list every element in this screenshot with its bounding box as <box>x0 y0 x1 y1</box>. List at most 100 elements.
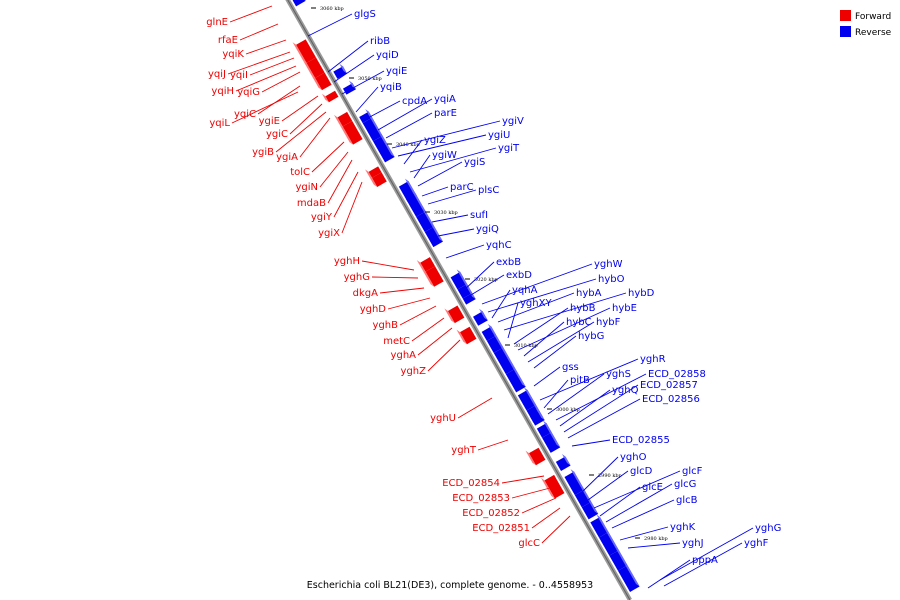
reverse-gene-block <box>529 408 545 426</box>
gene-label-yqia: yqiA <box>434 94 456 105</box>
legend-reverse-label: Reverse <box>855 28 892 38</box>
reverse-gene-block <box>581 499 599 520</box>
gene-label-ecd-02857: ECD_02857 <box>640 380 698 391</box>
gene-label-hybf: hybF <box>596 317 621 328</box>
reverse-gene-block <box>450 269 468 290</box>
gene-label-plsc: plsC <box>478 185 499 196</box>
leader-line-yqig <box>261 71 301 93</box>
gene-label-rfae: rfaE <box>218 35 238 46</box>
leader-line-ecd-02856 <box>567 398 641 439</box>
gene-label-ygit: ygiT <box>498 143 520 154</box>
forward-gene-block <box>311 72 332 91</box>
gene-label-parc: parC <box>450 182 474 193</box>
reverse-gene-block <box>590 514 609 538</box>
reverse-gene-block <box>473 308 488 326</box>
gene-label-glcg: glcG <box>674 479 696 490</box>
forward-gene-block <box>421 266 444 287</box>
gene-label-ygho: yghO <box>620 452 647 463</box>
reverse-gene-block <box>598 529 619 556</box>
gene-label-yghq: yghQ <box>612 385 639 396</box>
forward-gene-block <box>334 111 353 127</box>
genome-axis <box>285 0 632 600</box>
gene-label-pitb: pitB <box>570 375 590 386</box>
legend-reverse-swatch <box>840 26 851 37</box>
gene-label-ecd-02855: ECD_02855 <box>612 435 670 446</box>
forward-gene-block <box>368 172 387 187</box>
leader-line-ribb <box>327 40 369 73</box>
gene-label-gss: gss <box>562 362 579 373</box>
gene-label-ygiy: ygiY <box>311 212 333 223</box>
forward-gene-block <box>416 257 436 272</box>
gene-label-ecd-02858: ECD_02858 <box>648 369 706 380</box>
gene-label-exbb: exbB <box>496 257 521 268</box>
leader-line-yghb <box>399 305 437 326</box>
leader-line-hybo <box>487 278 597 313</box>
reverse-gene-block <box>486 332 504 353</box>
leader-line-ygin <box>319 151 349 188</box>
leader-line-ygit <box>409 147 497 173</box>
forward-gene-block <box>339 121 363 145</box>
gene-label-exbd: exbD <box>506 270 532 281</box>
gene-label-metc: metC <box>383 336 410 347</box>
gene-label-ygic: ygiC <box>266 129 288 140</box>
leader-line-yqic <box>257 85 301 115</box>
leader-line-yghs <box>547 373 605 415</box>
leader-line-ecd-02855 <box>571 439 611 447</box>
gene-label-yqic: yqiC <box>234 109 256 120</box>
leader-line-yqhc <box>445 244 485 259</box>
gene-label-yghb: yghB <box>373 320 399 331</box>
leader-line-glce <box>599 486 641 517</box>
leader-line-yqib <box>355 86 379 113</box>
gene-label-ecd-02851: ECD_02851 <box>472 523 530 534</box>
forward-gene-block <box>365 166 382 178</box>
gene-label-hybb: hybB <box>570 303 596 314</box>
leader-line-pppa <box>647 559 691 589</box>
leader-line-yqij <box>227 51 291 75</box>
gene-label-yghg: yghG <box>755 523 781 534</box>
gene-label-ribb: ribB <box>370 36 390 47</box>
gene-label-glcc: glcC <box>518 538 540 549</box>
gene-labels-layer: glnE rfaE yqiK yqiJ yqiI yqiH yqiG yqiC yqiL ygiE… <box>206 9 781 566</box>
leader-line-glcg <box>605 483 673 523</box>
leader-line-ecd-02851 <box>531 507 561 529</box>
reverse-gene-block <box>617 562 640 592</box>
leader-line-exbb <box>461 261 495 293</box>
leader-line-ygiw <box>413 154 431 179</box>
gene-label-yghd: yghD <box>360 304 387 315</box>
leader-line-ecd-02853 <box>511 487 551 499</box>
leader-line-yghh <box>361 260 415 271</box>
gene-label-pare: parE <box>434 108 457 119</box>
gene-label-yqib: yqiB <box>380 82 402 93</box>
leader-line-ygib <box>275 111 327 153</box>
gene-label-hybe: hybE <box>612 303 637 314</box>
gene-label-glce: glcE <box>642 482 663 493</box>
tick-label: 3030 kbp <box>434 210 458 216</box>
reverse-gene-block <box>536 420 552 438</box>
leader-line-hybg <box>533 335 577 369</box>
leader-line-hyba <box>497 292 575 323</box>
reverse-gene-block <box>362 115 383 142</box>
forward-gene-block <box>321 90 339 103</box>
forward-gene-block <box>444 305 465 324</box>
leader-lines-layer <box>227 5 754 589</box>
forward-gene-block <box>525 447 546 466</box>
leader-line-pitb <box>543 379 569 409</box>
gene-label-yghf: yghF <box>744 538 769 549</box>
gene-label-yqig: yqiG <box>237 87 260 98</box>
gene-label-mdab: mdaB <box>297 198 326 209</box>
leader-line-pare <box>385 112 433 139</box>
leader-line-glcd <box>587 470 629 501</box>
leader-line-mdab <box>327 159 353 204</box>
legend: Forward Reverse <box>840 10 892 38</box>
gene-label-yqii: yqiI <box>230 70 248 81</box>
leader-line-glcb <box>611 499 675 529</box>
reverse-gene-block <box>292 0 306 7</box>
leader-line-yght <box>477 439 509 451</box>
gene-label-ygia: ygiA <box>276 152 298 163</box>
leader-line-yqii <box>249 57 295 76</box>
reverse-gene-block <box>555 453 571 471</box>
reverse-gene-block <box>462 290 476 305</box>
gene-label-yghh: yghH <box>334 256 360 267</box>
leader-line-yghf <box>663 542 743 587</box>
leader-line-ygix <box>341 181 363 234</box>
